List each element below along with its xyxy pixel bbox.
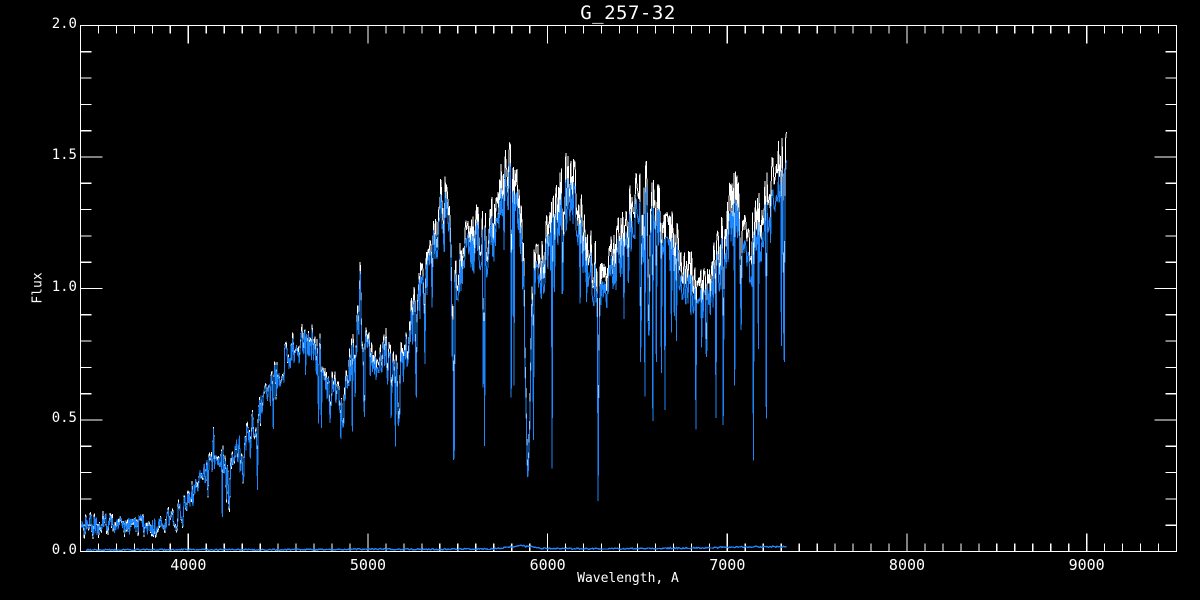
x-tick-label: 6000 bbox=[529, 556, 566, 574]
y-tick-label: 0.5 bbox=[51, 410, 77, 426]
y-tick-label: 1.0 bbox=[51, 278, 77, 295]
x-tick-label: 7000 bbox=[709, 556, 746, 574]
y-tick-label: 2.0 bbox=[51, 15, 77, 32]
error-spectrum-line bbox=[85, 544, 787, 552]
plot-title: G_257-32 bbox=[580, 2, 676, 24]
x-tick-label: 8000 bbox=[888, 556, 926, 574]
y-tick-label: 0.0 bbox=[51, 541, 77, 558]
x-tick-label: 9000 bbox=[1068, 556, 1105, 574]
y-tick-label: 1.5 bbox=[51, 147, 77, 163]
observed-spectrum-line bbox=[80, 132, 787, 540]
fitted-spectrum-line bbox=[80, 160, 787, 537]
x-axis-title: Wavelength, A bbox=[577, 571, 679, 586]
x-tick-label: 5000 bbox=[349, 556, 387, 574]
x-tick-label: 4000 bbox=[170, 556, 207, 574]
axis-box bbox=[79, 24, 1178, 553]
